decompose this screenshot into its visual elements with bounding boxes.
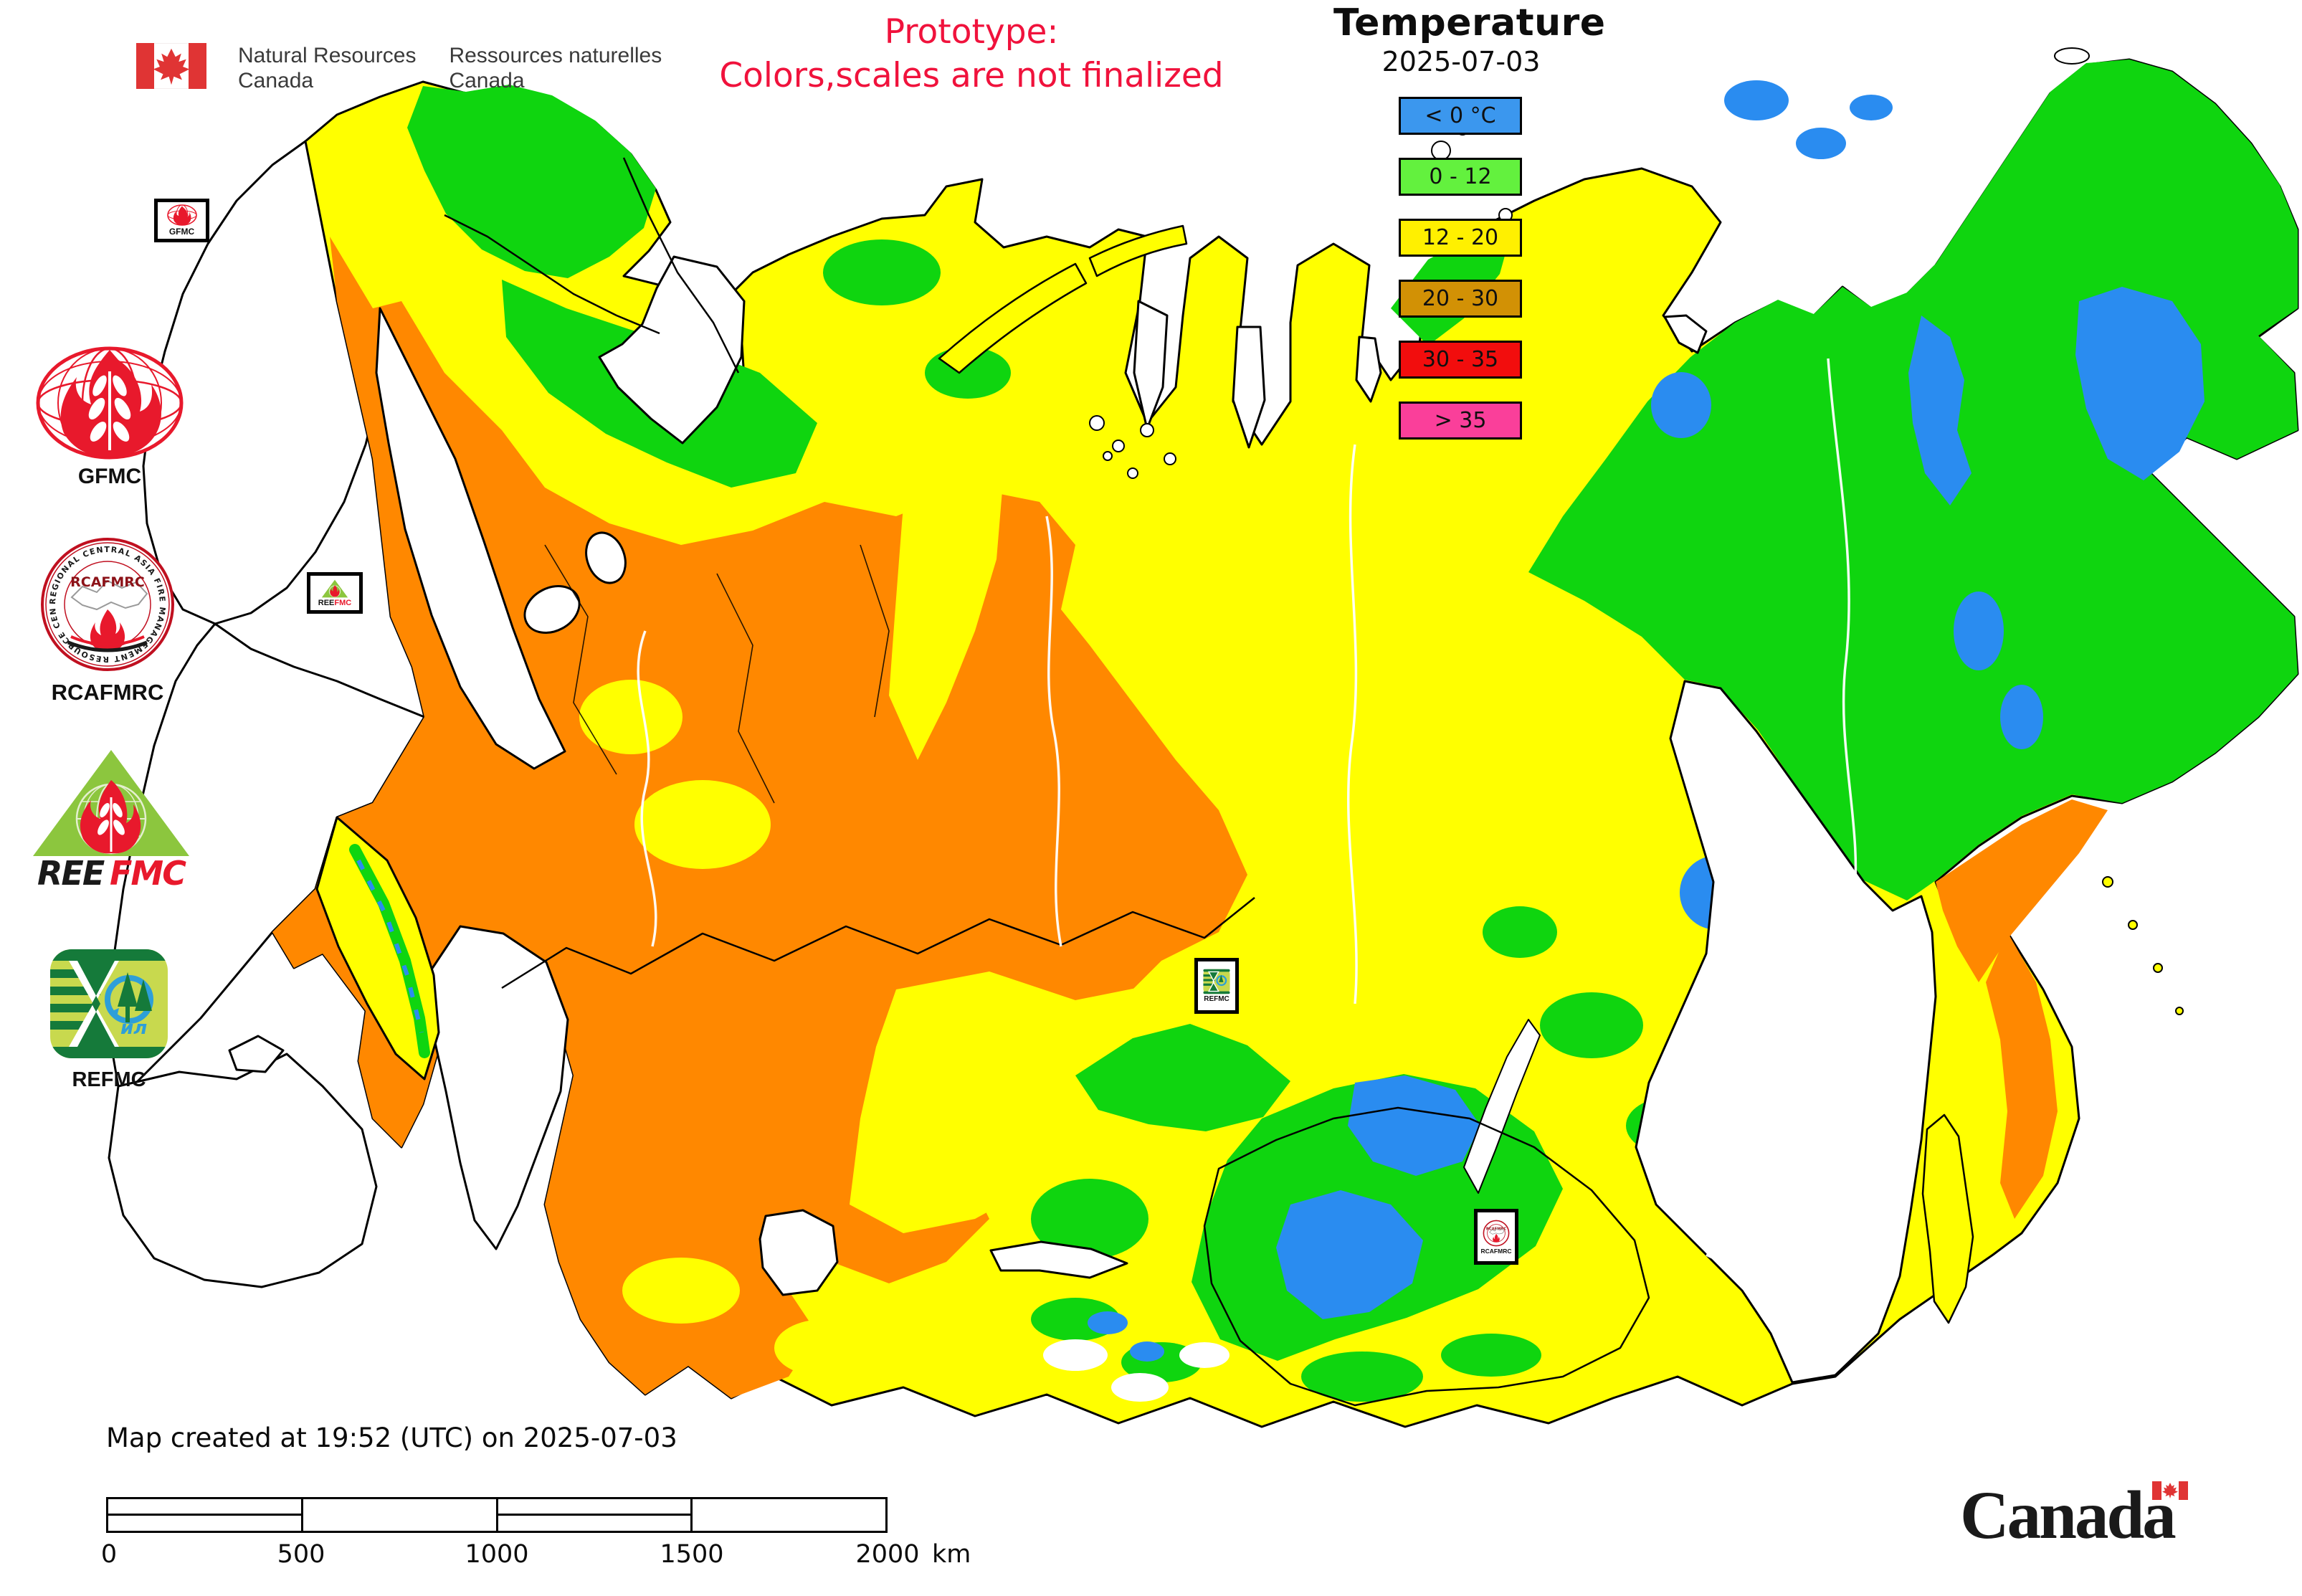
scale-tick-500: 500 (277, 1540, 325, 1569)
white-sea (598, 255, 746, 445)
yenisei-gulf (1355, 336, 1382, 403)
map-yellow-patches (579, 358, 1204, 1377)
scale-segment (495, 1499, 691, 1531)
novaya-zemlya-north (1088, 224, 1188, 277)
scale-tick-2000: 2000 (855, 1540, 920, 1569)
legend-item-20-30: 20 - 30 (1399, 280, 1522, 318)
lake-onega (585, 531, 627, 584)
scale-tick-1500: 1500 (660, 1540, 724, 1569)
lake-ladoga (523, 585, 581, 634)
legend-item-above-35: > 35 (1399, 402, 1522, 440)
wrangel-island (2054, 47, 2090, 65)
map-caucasus (315, 816, 440, 1080)
refmc-inner-text: ил (120, 1017, 147, 1039)
scale-segment (300, 1499, 496, 1531)
lake-baikal (1463, 1019, 1541, 1194)
legend-item-12-20: 12 - 20 (1399, 219, 1522, 257)
agency-name-en: Natural Resources Canada (238, 44, 417, 93)
scale-tick-1000: 1000 (465, 1540, 529, 1569)
taz-gulf (1232, 326, 1266, 449)
reefmc-marker-icon (321, 579, 348, 597)
franz-josef-land (1089, 415, 1176, 479)
map-nodata-regions (108, 140, 426, 1088)
gfmc-marker-icon (166, 204, 197, 226)
map-marker-rcafmrc: RCAFMRC RCAFMRC (1474, 1209, 1518, 1265)
scale-bar (106, 1497, 888, 1533)
gfmc-logo (36, 346, 184, 460)
map-zone-below-0 (1088, 80, 2205, 1362)
page-title: Temperature (1333, 1, 1606, 44)
svg-text:RCAFMRC: RCAFMRC (70, 574, 145, 590)
wordmark-flag-icon (2152, 1481, 2188, 1500)
sea-of-okhotsk (1635, 680, 1937, 1384)
map-date: 2025-07-03 (1381, 46, 1541, 77)
ob-gulf (1133, 300, 1169, 430)
aral-sea (758, 1209, 839, 1296)
novaya-zemlya-south (938, 262, 1088, 374)
khatanga-gulf (1663, 314, 1708, 354)
kuril-islands (2102, 876, 2184, 1015)
refmc-marker-icon (1203, 969, 1230, 994)
gulf-of-bothnia (375, 307, 566, 770)
map-water (108, 255, 1937, 1402)
refmc-caption: REFMC (72, 1068, 146, 1091)
title-block: Temperature 2025-07-03 (1333, 1, 1606, 77)
map-marker-refmc: REFMC (1194, 958, 1239, 1014)
scale-unit: km (932, 1540, 971, 1569)
scale-segment (690, 1499, 885, 1531)
reefmc-text-red: FMC (110, 854, 186, 890)
scale-tick-0: 0 (100, 1540, 118, 1569)
canada-flag-icon (136, 43, 206, 89)
reefmc-text-black: REE (37, 854, 105, 890)
lake-balkhash (989, 1240, 1128, 1279)
agency-name-fr: Ressources naturelles Canada (449, 44, 662, 93)
agency-logo-block: Natural Resources Canada Ressources natu… (136, 43, 662, 93)
legend-item-0-12: 0 - 12 (1399, 158, 1522, 196)
map-marker-gfmc: GFMC (154, 199, 209, 242)
scale-segment (108, 1499, 301, 1531)
canada-wordmark: Canada (1960, 1477, 2177, 1553)
map-borders (444, 157, 1650, 1407)
rcafmrc-logo: REGIONAL CENTRAL ASIA FIRE MANAGEMENT RE… (39, 536, 174, 671)
gfmc-caption: GFMC (77, 465, 142, 488)
map-rivers (637, 358, 1858, 1285)
crimea (228, 1035, 285, 1073)
legend-item-below-0: < 0 °C (1399, 97, 1522, 135)
rcafmrc-marker-icon: RCAFMRC (1483, 1220, 1510, 1246)
map-islands (938, 47, 2184, 1324)
legend-item-30-35: 30 - 35 (1399, 341, 1522, 379)
sakhalin (1921, 1113, 1974, 1324)
prototype-notice: Prototype: Colors,scales are not finaliz… (719, 12, 1224, 96)
refmc-logo: ил (50, 949, 168, 1058)
reefmc-logo: REE FMC (33, 750, 189, 890)
map-marker-reefmc: REEFMC (307, 572, 363, 614)
map-created-text: Map created at 19:52 (UTC) on 2025-07-03 (106, 1422, 677, 1453)
rcafmrc-caption: RCAFMRC (51, 680, 164, 705)
